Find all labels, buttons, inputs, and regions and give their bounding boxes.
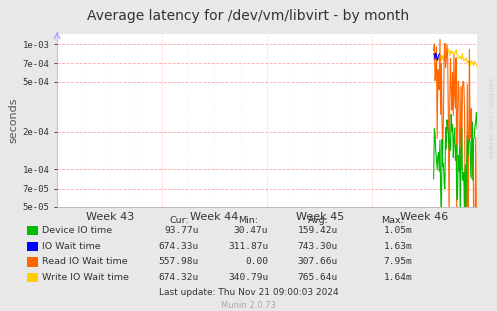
- Y-axis label: seconds: seconds: [8, 98, 18, 143]
- Text: 557.98u: 557.98u: [159, 258, 199, 266]
- Text: IO Wait time: IO Wait time: [42, 242, 101, 251]
- Text: Min:: Min:: [239, 216, 258, 225]
- Text: 159.42u: 159.42u: [298, 226, 338, 235]
- Text: RRDTOOL / TOBI OETIKER: RRDTOOL / TOBI OETIKER: [487, 78, 492, 159]
- Text: 743.30u: 743.30u: [298, 242, 338, 251]
- Text: Write IO Wait time: Write IO Wait time: [42, 273, 129, 282]
- Text: 7.95m: 7.95m: [384, 258, 413, 266]
- Text: Max:: Max:: [381, 216, 404, 225]
- Text: 311.87u: 311.87u: [228, 242, 268, 251]
- Text: 674.32u: 674.32u: [159, 273, 199, 282]
- Text: Cur:: Cur:: [169, 216, 189, 225]
- Text: 1.63m: 1.63m: [384, 242, 413, 251]
- Text: 0.00: 0.00: [246, 258, 268, 266]
- Text: 340.79u: 340.79u: [228, 273, 268, 282]
- Text: 307.66u: 307.66u: [298, 258, 338, 266]
- Text: 1.64m: 1.64m: [384, 273, 413, 282]
- Text: Last update: Thu Nov 21 09:00:03 2024: Last update: Thu Nov 21 09:00:03 2024: [159, 288, 338, 297]
- Text: Read IO Wait time: Read IO Wait time: [42, 258, 128, 266]
- Text: 674.33u: 674.33u: [159, 242, 199, 251]
- Text: Munin 2.0.73: Munin 2.0.73: [221, 301, 276, 310]
- Text: 30.47u: 30.47u: [234, 226, 268, 235]
- Text: 1.05m: 1.05m: [384, 226, 413, 235]
- Text: 765.64u: 765.64u: [298, 273, 338, 282]
- Text: 93.77u: 93.77u: [165, 226, 199, 235]
- Text: Device IO time: Device IO time: [42, 226, 112, 235]
- Text: Average latency for /dev/vm/libvirt - by month: Average latency for /dev/vm/libvirt - by…: [87, 9, 410, 23]
- Text: Avg:: Avg:: [308, 216, 329, 225]
